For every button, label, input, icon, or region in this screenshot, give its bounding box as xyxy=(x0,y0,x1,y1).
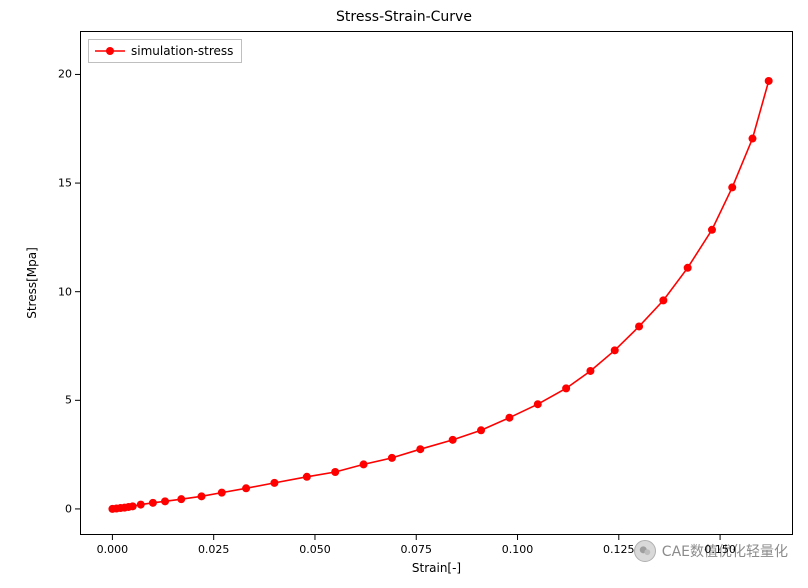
series-marker xyxy=(416,445,424,453)
x-tick-label: 0.025 xyxy=(198,543,230,556)
wechat-icon xyxy=(634,540,656,562)
y-tick-label: 10 xyxy=(58,285,72,298)
series-marker xyxy=(477,426,485,434)
series-marker xyxy=(748,135,756,143)
legend-marker-icon xyxy=(95,45,125,57)
series-marker xyxy=(728,183,736,191)
series-marker xyxy=(242,484,250,492)
series-marker xyxy=(137,501,145,509)
x-tick-label: 0.000 xyxy=(97,543,129,556)
y-tick-label: 5 xyxy=(65,394,72,407)
series-marker xyxy=(218,489,226,497)
series-marker xyxy=(331,468,339,476)
series-marker xyxy=(129,502,137,510)
series-marker xyxy=(611,346,619,354)
series-marker xyxy=(765,77,773,85)
x-tick-label: 0.050 xyxy=(299,543,331,556)
x-axis-label: Strain[-] xyxy=(412,561,461,575)
series-marker xyxy=(505,414,513,422)
y-tick-label: 0 xyxy=(65,502,72,515)
figure: Stress-Strain-Curve Stress[Mpa] Strain[-… xyxy=(0,0,808,588)
x-tick-label: 0.100 xyxy=(502,543,534,556)
series-marker xyxy=(303,473,311,481)
series-marker xyxy=(161,497,169,505)
y-tick-label: 15 xyxy=(58,177,72,190)
series-marker xyxy=(270,479,278,487)
series-marker xyxy=(635,322,643,330)
series-marker xyxy=(149,499,157,507)
series-marker xyxy=(388,454,396,462)
legend: simulation-stress xyxy=(88,39,242,63)
series-marker xyxy=(360,460,368,468)
series-marker xyxy=(449,436,457,444)
x-tick-label: 0.150 xyxy=(704,543,736,556)
y-tick-label: 20 xyxy=(58,68,72,81)
x-tick-label: 0.125 xyxy=(603,543,635,556)
series-marker xyxy=(534,400,542,408)
series-marker xyxy=(708,226,716,234)
series-marker xyxy=(586,367,594,375)
series-marker xyxy=(659,296,667,304)
series-marker xyxy=(198,492,206,500)
series-marker xyxy=(177,495,185,503)
plot-svg xyxy=(0,0,808,588)
y-axis-label: Stress[Mpa] xyxy=(25,247,39,319)
x-tick-label: 0.075 xyxy=(400,543,432,556)
series-marker xyxy=(684,264,692,272)
series-line xyxy=(112,81,768,509)
series-marker xyxy=(562,384,570,392)
legend-label: simulation-stress xyxy=(131,44,233,58)
